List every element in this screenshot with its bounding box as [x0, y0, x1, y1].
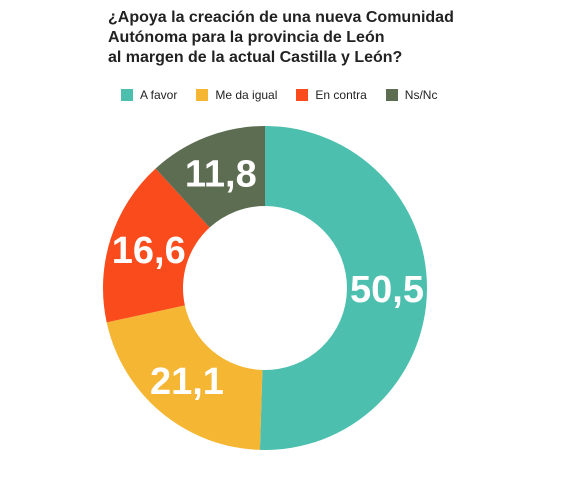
slice-ns-nc — [155, 126, 265, 228]
legend-swatch — [385, 89, 398, 101]
legend-item-me-da-igual: Me da igual — [196, 88, 277, 102]
legend-label: Ns/Nc — [404, 88, 438, 102]
legend-swatch — [196, 89, 209, 101]
legend-swatch — [121, 89, 133, 101]
slice-value-label: 16,6 — [112, 230, 186, 272]
legend-item-a-favor: A favor — [121, 88, 177, 102]
legend-swatch — [296, 89, 309, 101]
slice-a-favor — [259, 126, 427, 450]
slice-value-label: 50,5 — [350, 269, 424, 311]
legend-label: En contra — [315, 88, 367, 102]
slice-value-label: 21,1 — [150, 361, 224, 403]
chart-title-line: ¿Apoya la creación de una nueva Comunida… — [108, 9, 454, 26]
slice-me-da-igual — [106, 305, 263, 450]
legend-label: A favor — [140, 88, 178, 102]
chart-title-line: al margen de la actual Castilla y León? — [108, 49, 403, 66]
chart-title: ¿Apoya la creación de una nueva Comunida… — [108, 8, 488, 68]
slice-value-label: 11,8 — [185, 153, 257, 195]
legend-label: Me da igual — [215, 88, 278, 102]
legend-item-en-contra: En contra — [296, 88, 367, 102]
slice-en-contra — [102, 168, 210, 323]
chart-legend: A favor Me da igual En contra Ns/Nc — [121, 87, 456, 103]
chart-title-line: Autónoma para la provincia de León — [108, 29, 385, 46]
legend-item-ns-nc: Ns/Nc — [385, 88, 438, 102]
